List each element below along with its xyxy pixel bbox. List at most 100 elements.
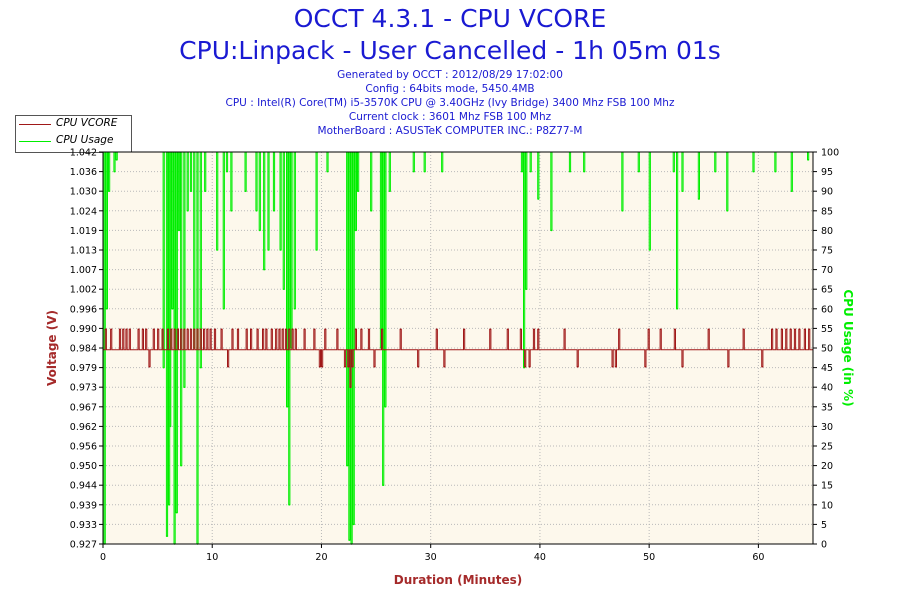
- data-point: [237, 328, 239, 331]
- data-point: [569, 170, 571, 173]
- y-tick-label-right: 5: [821, 520, 827, 531]
- data-point: [373, 365, 376, 368]
- legend-swatch-usage: [19, 141, 51, 142]
- data-point: [122, 328, 125, 331]
- data-point: [583, 170, 586, 173]
- data-point: [524, 365, 527, 368]
- y-axis-label-right: CPU Usage (in %): [841, 289, 855, 406]
- data-point: [129, 328, 131, 331]
- y-tick-label-right: 80: [821, 226, 833, 237]
- data-point: [357, 190, 359, 192]
- y-tick-label-right: 85: [821, 206, 833, 217]
- data-point: [674, 328, 676, 331]
- y-tick-label-right: 70: [821, 265, 833, 276]
- data-point: [550, 229, 553, 232]
- data-point: [321, 365, 323, 368]
- y-tick-label-right: 55: [821, 324, 833, 335]
- data-point: [178, 229, 180, 232]
- legend-item-vcore: CPU VCORE: [16, 116, 131, 133]
- x-tick-label: 40: [534, 552, 546, 563]
- data-point: [262, 328, 264, 331]
- data-point: [644, 365, 647, 368]
- x-tick-label: 0: [100, 552, 106, 563]
- data-point: [727, 365, 730, 368]
- data-point: [324, 328, 327, 331]
- data-point: [183, 386, 186, 389]
- data-point: [521, 170, 523, 173]
- data-point: [125, 328, 128, 331]
- data-point: [804, 328, 806, 331]
- y-tick-label-left: 0.927: [70, 540, 97, 551]
- y-tick-label-left: 1.002: [70, 285, 97, 296]
- data-point: [157, 328, 160, 331]
- y-tick-label-left: 1.007: [70, 265, 97, 276]
- data-point: [259, 229, 261, 232]
- data-point: [355, 229, 357, 232]
- data-point: [528, 365, 531, 368]
- y-tick-label-right: 65: [821, 285, 833, 296]
- data-point: [611, 365, 614, 368]
- data-point: [370, 210, 373, 212]
- data-point: [790, 190, 793, 192]
- data-point: [681, 365, 684, 368]
- data-point: [106, 308, 108, 310]
- x-tick-label: 20: [315, 552, 327, 563]
- data-point: [220, 328, 223, 331]
- y-tick-label-left: 0.996: [70, 304, 97, 315]
- data-point: [315, 249, 318, 251]
- data-point: [529, 170, 532, 173]
- y-tick-label-left: 0.962: [70, 422, 97, 433]
- data-point: [180, 328, 182, 331]
- data-point: [200, 328, 202, 331]
- data-point: [676, 308, 678, 310]
- y-tick-label-left: 0.944: [70, 481, 97, 492]
- data-point: [226, 170, 228, 173]
- data-point: [726, 210, 729, 212]
- data-point: [137, 328, 140, 331]
- data-point: [533, 328, 535, 331]
- info-config: Config : 64bits mode, 5450.4MB: [365, 83, 535, 95]
- right-axis-ticks: 0 5 10 15 20 25 30 35 40 45 50 55 60 65 70 75 80 85 90 95 10…: [813, 148, 839, 551]
- data-point: [216, 249, 218, 251]
- data-point: [177, 328, 179, 331]
- data-point: [283, 288, 285, 291]
- legend-label-usage: CPU Usage: [56, 134, 114, 146]
- data-point: [231, 328, 234, 331]
- data-point: [230, 210, 233, 212]
- data-point: [761, 365, 764, 368]
- y-tick-label-right: 10: [821, 500, 833, 511]
- data-point: [222, 308, 225, 310]
- data-point: [798, 328, 801, 331]
- data-point: [250, 328, 252, 331]
- x-tick-label: 50: [643, 552, 655, 563]
- data-point: [336, 328, 339, 331]
- data-point: [707, 328, 710, 331]
- y-tick-label-right: 30: [821, 422, 833, 433]
- data-point: [326, 170, 329, 173]
- y-tick-label-right: 100: [821, 148, 839, 159]
- data-point: [774, 170, 777, 173]
- data-point: [286, 406, 288, 408]
- data-point: [113, 170, 116, 173]
- data-point: [344, 365, 346, 368]
- data-point: [360, 328, 363, 331]
- data-point: [698, 198, 700, 200]
- data-point: [278, 328, 281, 331]
- y-tick-label-left: 1.042: [70, 148, 97, 159]
- data-point: [348, 539, 351, 541]
- data-point: [180, 464, 182, 467]
- data-point: [621, 210, 624, 212]
- data-point: [245, 328, 248, 331]
- y-tick-label-left: 0.979: [70, 363, 97, 374]
- data-point: [267, 249, 270, 251]
- data-point: [190, 190, 192, 192]
- data-point: [115, 159, 118, 161]
- data-point: [388, 190, 391, 192]
- data-point: [489, 328, 492, 331]
- data-point: [618, 328, 620, 331]
- data-point: [119, 328, 121, 331]
- data-point: [714, 170, 717, 173]
- data-point: [506, 328, 509, 331]
- data-point: [166, 535, 168, 537]
